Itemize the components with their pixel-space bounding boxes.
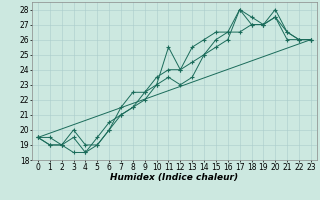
X-axis label: Humidex (Indice chaleur): Humidex (Indice chaleur) (110, 173, 238, 182)
